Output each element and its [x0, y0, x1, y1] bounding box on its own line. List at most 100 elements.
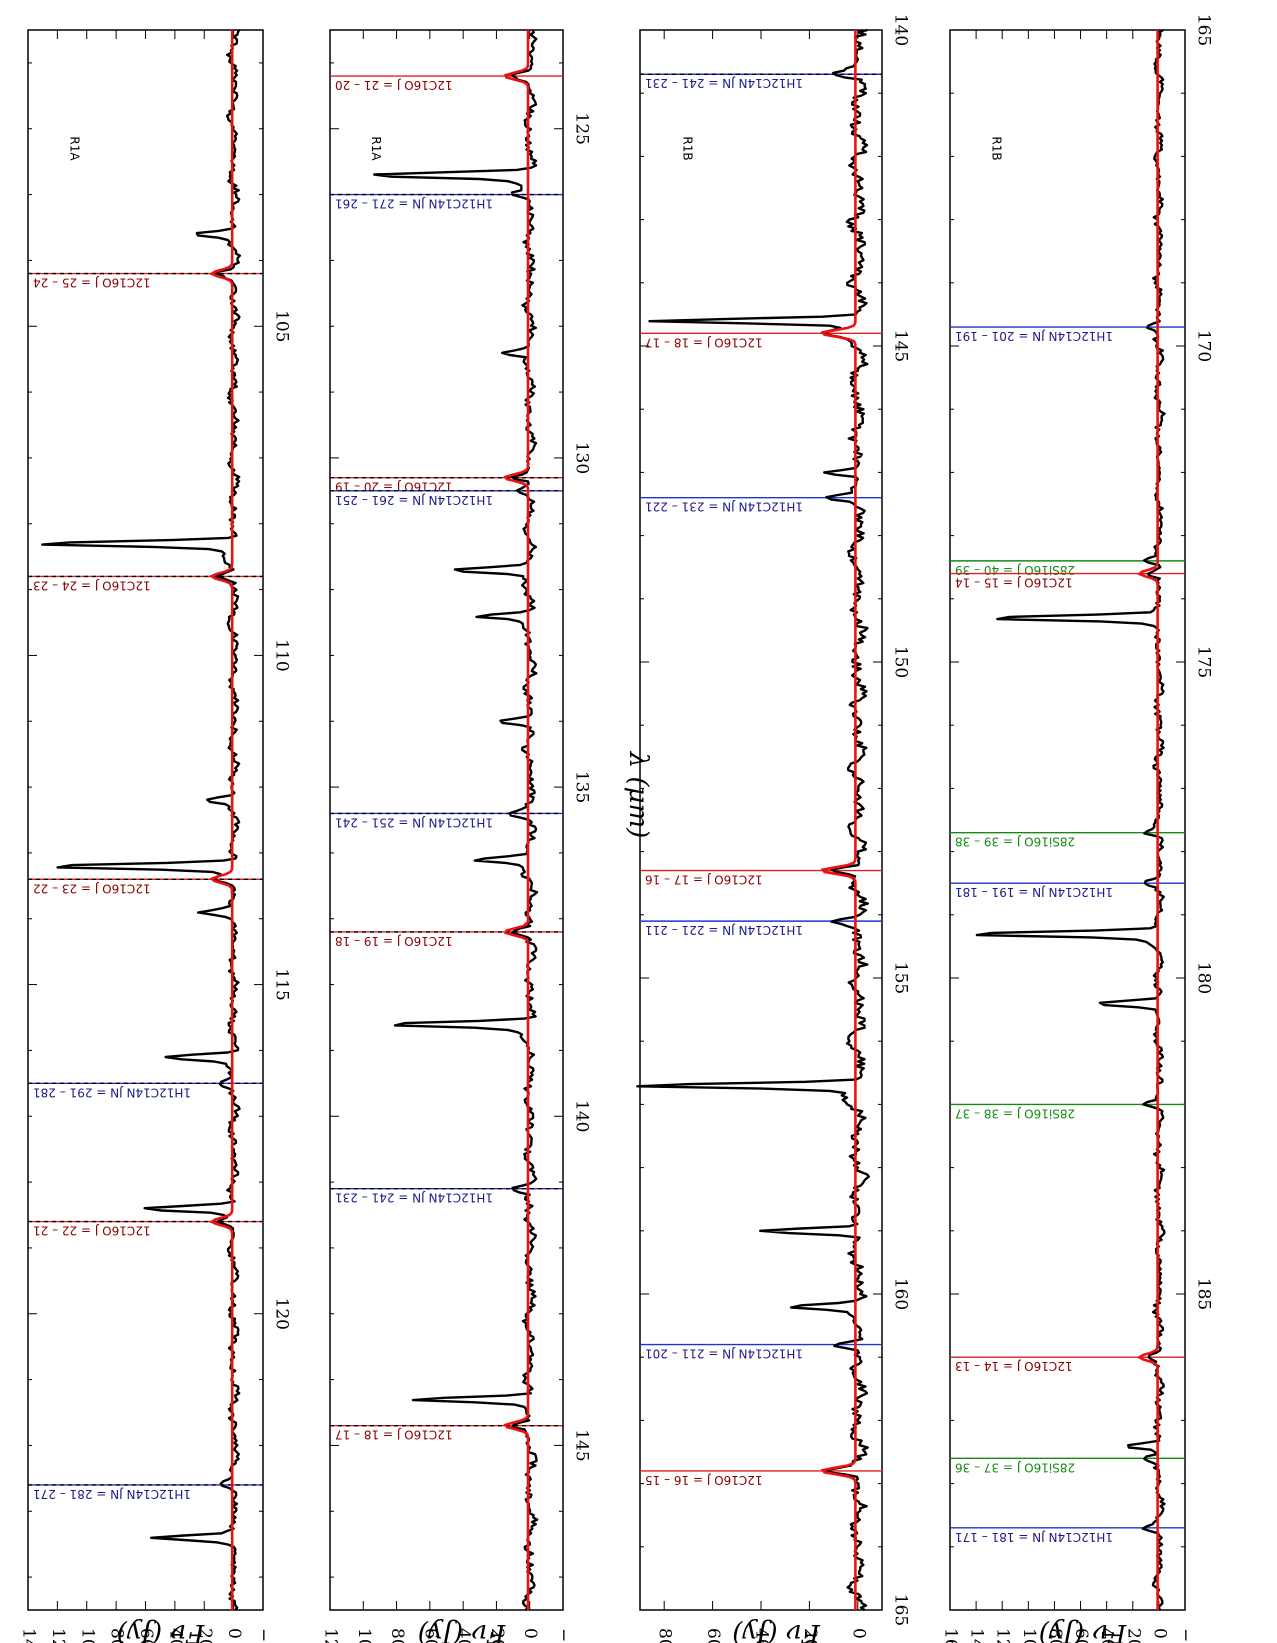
panel-frame: [949, 29, 1186, 1611]
y-tick-label: 40: [165, 1628, 185, 1643]
model-spectrum: [503, 30, 530, 1610]
panel-frame: [329, 29, 564, 1611]
x-tick-label: 165: [891, 1594, 911, 1626]
line-label: 1H12C14N JN = 241 – 231: [645, 76, 803, 90]
x-tick-label: 145: [572, 1429, 592, 1461]
panel-frame: [639, 29, 883, 1611]
model-spectrum: [820, 30, 857, 1610]
line-label: 12C16O J = 15 – 14: [955, 576, 1073, 590]
y-tick-label: −20: [254, 1628, 274, 1643]
x-tick-label: 155: [891, 962, 911, 994]
y-tick-label: 60: [136, 1628, 156, 1643]
x-tick-label: 145: [891, 330, 911, 362]
line-label: 12C16O J = 21 – 20: [335, 78, 453, 92]
x-tick-label: 185: [1194, 1278, 1214, 1310]
line-label: 12C16O J = 20 – 19: [335, 480, 453, 494]
y-tick-label: 140: [967, 1628, 987, 1643]
y-tick-label: 80: [387, 1628, 407, 1643]
x-tick-label: 130: [572, 442, 592, 474]
y-axis-label: Fν (Jy): [732, 1618, 821, 1643]
y-tick-label: 80: [655, 1628, 675, 1643]
panel-label: R1A: [369, 136, 383, 161]
line-label: 1H12C14N JN = 231 – 221: [645, 500, 803, 514]
x-tick-label: 160: [891, 1278, 911, 1310]
x-tick-label: 175: [1194, 646, 1214, 678]
line-label: 12C16O J = 22 – 21: [33, 1224, 151, 1238]
x-tick-label: 150: [891, 646, 911, 678]
line-label: 1H12C14N JN = 251 – 241: [335, 815, 493, 829]
line-label: 12C16O J = 18 – 17: [645, 335, 763, 349]
y-axis-label: Fν (Jy): [1039, 1618, 1128, 1643]
y-tick-label: −20: [554, 1628, 574, 1643]
line-label: 12C16O J = 18 – 17: [335, 1428, 453, 1442]
x-axis-label: λ (μm): [623, 751, 653, 839]
model-spectrum: [1136, 30, 1159, 1610]
line-label: 12C16O J = 14 – 13: [955, 1359, 1073, 1373]
x-tick-label: 140: [572, 1100, 592, 1132]
y-tick-label: 20: [800, 1628, 820, 1643]
y-tick-label: 20: [195, 1628, 215, 1643]
line-label: 28Si16O J = 38 – 37: [955, 1106, 1075, 1120]
y-tick-label: 100: [77, 1628, 97, 1643]
y-tick-label: 0: [520, 1628, 540, 1639]
y-tick-label: 40: [454, 1628, 474, 1643]
line-label: 28Si16O J = 39 – 38: [955, 835, 1075, 849]
line-label: 1H12C14N JN = 201 – 191: [955, 329, 1113, 343]
x-tick-label: 125: [572, 113, 592, 145]
observed-spectrum: [636, 28, 870, 1612]
line-label: 1H12C14N JN = 281 – 271: [33, 1487, 191, 1501]
x-tick-label: 120: [272, 1298, 292, 1330]
line-label: 12C16O J = 17 – 16: [645, 873, 763, 887]
panel-label: R1A: [67, 136, 81, 161]
line-label: 1H12C14N JN = 241 – 231: [335, 1191, 493, 1205]
line-label: 1H12C14N JN = 291 – 281: [33, 1085, 191, 1099]
line-label: 12C16O J = 19 – 18: [335, 934, 453, 948]
panel-label: R1B: [989, 136, 1003, 160]
observed-spectrum: [41, 29, 242, 1611]
y-tick-label: 160: [941, 1628, 961, 1643]
x-tick-label: 115: [272, 968, 292, 1000]
line-label: 12C16O J = 24 – 23: [33, 578, 151, 592]
y-tick-label: 120: [993, 1628, 1013, 1643]
line-label: 1H12C14N JN = 191 – 181: [955, 885, 1113, 899]
line-label: 12C16O J = 23 – 22: [33, 881, 151, 895]
line-label: 28Si16O J = 37 – 36: [955, 1460, 1075, 1474]
y-tick-label: 0: [848, 1628, 868, 1639]
y-tick-label: −20: [1176, 1628, 1196, 1643]
y-tick-label: 0: [1149, 1628, 1169, 1639]
spectrum-panel-4: 165 170 175 180 185 −20 0 20 40 60 80 100 120 140 160 F…: [941, 14, 1214, 1643]
x-tick-label: 105: [272, 310, 292, 342]
y-tick-label: 100: [354, 1628, 374, 1643]
y-tick-label: 60: [420, 1628, 440, 1643]
y-tick-label: 0: [224, 1628, 244, 1639]
panel-label: R1B: [681, 136, 695, 160]
y-tick-label: 80: [107, 1628, 127, 1643]
x-tick-label: 170: [1194, 330, 1214, 362]
line-label: 1H12C14N JN = 271 – 261: [335, 197, 493, 211]
x-tick-label: 135: [572, 771, 592, 803]
y-tick-label: 20: [1123, 1628, 1143, 1643]
y-tick-label: 40: [752, 1628, 772, 1643]
x-tick-label: 180: [1194, 962, 1214, 994]
y-axis-label: Fν (Jy): [418, 1618, 507, 1643]
line-label: 1H12C14N JN = 211 – 201: [645, 1347, 803, 1361]
model-spectrum: [208, 30, 234, 1610]
y-tick-label: 20: [487, 1628, 507, 1643]
y-tick-label: 140: [19, 1628, 39, 1643]
x-tick-label: 165: [1194, 14, 1214, 46]
y-tick-label: 60: [1071, 1628, 1091, 1643]
y-tick-label: 120: [321, 1628, 341, 1643]
x-tick-label: 140: [891, 14, 911, 46]
line-label: 12C16O J = 16 – 15: [645, 1473, 763, 1487]
spectrum-panel-3: 140 145 150 155 160 165 0 20 40 60 80 Fν (Jy) R1B 1H1…: [636, 14, 911, 1643]
spectrum-panel-2: 125 130 135 140 145 −20 0 20 40 60 80 100 120 Fν (Jy)…: [321, 29, 592, 1643]
y-tick-label: 60: [703, 1628, 723, 1643]
y-tick-label: 120: [48, 1628, 68, 1643]
y-axis-label: Fν (Jy): [117, 1618, 206, 1643]
y-tick-label: 40: [1097, 1628, 1117, 1643]
line-label: 28Si16O J = 40 – 39: [955, 563, 1075, 577]
spectrum-panel-1: 105 110 115 120 −20 0 20 40 60 80 100 120 140 Fν (Jy)…: [19, 29, 292, 1643]
line-label: 12C16O J = 25 – 24: [33, 276, 151, 290]
y-tick-label: 100: [1019, 1628, 1039, 1643]
